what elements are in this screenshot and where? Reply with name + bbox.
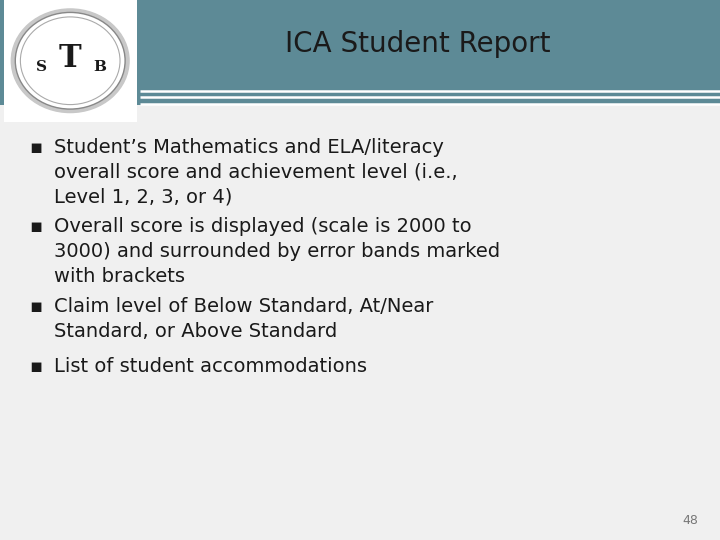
Text: ICA Student Report: ICA Student Report — [285, 30, 550, 58]
FancyBboxPatch shape — [4, 0, 137, 122]
Ellipse shape — [15, 12, 125, 109]
Ellipse shape — [20, 17, 120, 105]
Ellipse shape — [12, 9, 129, 112]
Text: Claim level of Below Standard, At/Near
Standard, or Above Standard: Claim level of Below Standard, At/Near S… — [54, 297, 433, 341]
Text: T: T — [59, 43, 81, 75]
Text: S: S — [37, 60, 48, 74]
FancyBboxPatch shape — [0, 0, 720, 105]
Text: ▪: ▪ — [29, 217, 42, 237]
Text: B: B — [93, 60, 106, 74]
Text: ▪: ▪ — [29, 297, 42, 316]
Text: Student’s Mathematics and ELA/literacy
overall score and achievement level (i.e.: Student’s Mathematics and ELA/literacy o… — [54, 138, 458, 206]
Text: ▪: ▪ — [29, 357, 42, 376]
Text: 48: 48 — [683, 514, 698, 526]
Text: List of student accommodations: List of student accommodations — [54, 357, 367, 376]
Text: ▪: ▪ — [29, 138, 42, 157]
Text: Overall score is displayed (scale is 2000 to
3000) and surrounded by error bands: Overall score is displayed (scale is 200… — [54, 217, 500, 286]
